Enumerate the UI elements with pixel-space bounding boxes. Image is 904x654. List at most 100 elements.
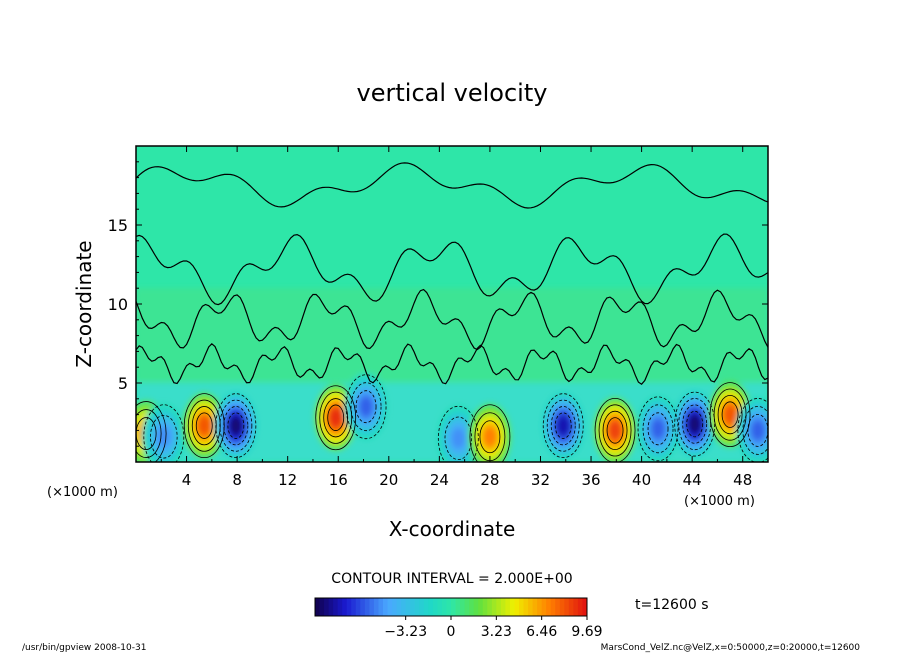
colorbar-level [337,598,343,616]
cell-contour [479,420,501,454]
colorbar-level [432,598,438,616]
colorbar-level [396,598,402,616]
colorbar-level [355,598,361,616]
colorbar-level [500,598,506,616]
colorbar-level [546,598,552,616]
x-tick-label: 12 [278,471,297,489]
zero-contour [136,288,768,351]
colorbar-level [582,598,588,616]
x-tick-label: 28 [480,471,499,489]
zero-contour [136,162,768,209]
y-tick-label: 10 [108,295,128,314]
cell-contour [136,401,167,462]
cell-contour [469,404,511,462]
footer-right: MarsCond_VelZ.nc@VelZ,x=0:50000,z=0:2000… [600,643,860,653]
cell-contour [594,398,636,462]
colorbar-tick-label: 6.46 [526,624,557,640]
y-tick-label: 5 [118,374,128,393]
cell-level [197,415,211,436]
cell-contour [542,393,584,459]
x-tick-label: 32 [531,471,550,489]
colorbar-level [577,598,583,616]
cell-contour [742,406,768,455]
colorbar-level [446,598,452,616]
colorbar-level [346,598,352,616]
colorbar-level [419,598,425,616]
colorbar-level [482,598,488,616]
downdraft-cell [541,391,586,460]
y-axis-label: Z-coordinate [72,240,96,367]
cell-contour [713,388,747,441]
colorbar-level [528,598,533,616]
cell-contour [717,394,743,435]
x-tick-label: 48 [733,471,752,489]
cell-contour [550,406,576,446]
colorbar-level [360,598,366,616]
cell-level [229,415,243,436]
y-axis-ticks: 5 10 15 [108,161,768,447]
colorbar-level [387,598,393,616]
colorbar-level [491,598,497,616]
cell-level [483,426,497,447]
colorbar-level [564,598,570,616]
x-axis-ticks: 4 8 12 16 20 24 28 32 36 40 44 48 [135,146,769,489]
cell-contour [143,404,185,462]
x-unit-left: (×1000 m) [47,485,118,500]
cell-contour [444,416,473,461]
cell-level [329,407,343,428]
colorbar-level [428,598,434,616]
cell-contour [554,412,572,439]
colorbar-level [469,598,474,616]
colorbar-level [478,598,484,616]
x-tick-label: 8 [232,471,242,489]
colorbar-level [537,598,542,616]
colorbar-level [550,598,556,616]
cell-contour [319,391,353,444]
colorbar-tick-label: 9.69 [571,624,602,640]
cell-contour [606,417,624,444]
cell-level [451,428,465,449]
chart-title: vertical velocity [357,79,548,107]
colorbar-level [509,598,515,616]
colorbar-levels [315,598,588,616]
colorbar-tick-label: 0 [447,624,456,640]
colorbar-level [460,598,465,616]
cell-contour [637,396,679,462]
cell-contour [223,406,249,446]
x-tick-label: 36 [581,471,600,489]
cell-contour [227,412,245,439]
colorbar-level [405,598,411,616]
updraft-cell [593,396,638,462]
cell-level [359,396,373,417]
cell-contour [215,393,257,459]
cell-contour [183,393,225,459]
cell-level [556,415,570,436]
colorbar-level [414,598,420,616]
time-label: t=12600 s [635,597,709,613]
velocity-field [136,288,768,462]
cell-contour [437,405,479,462]
colorbar-level [392,598,397,616]
x-tick-label: 16 [329,471,348,489]
mid-layer-band [136,288,768,383]
cell-contour [136,409,162,458]
colorbar-level [455,598,461,616]
cell-contour [327,404,345,431]
colorbar-level [514,598,520,616]
downdraft-cell [141,402,186,462]
colorbar-level [324,598,329,616]
colorbar-level [383,598,388,616]
colorbar-level [319,598,325,616]
colorbar-level [373,598,379,616]
zero-contour [136,233,768,306]
cell-contour [686,410,704,438]
cell-contour [598,404,632,457]
downdraft-cell [436,404,481,462]
colorbar-level [410,598,416,616]
cell-contour [709,382,751,448]
cell-contour [315,385,357,451]
downdraft-cell [672,390,717,459]
colorbar-level [541,598,547,616]
